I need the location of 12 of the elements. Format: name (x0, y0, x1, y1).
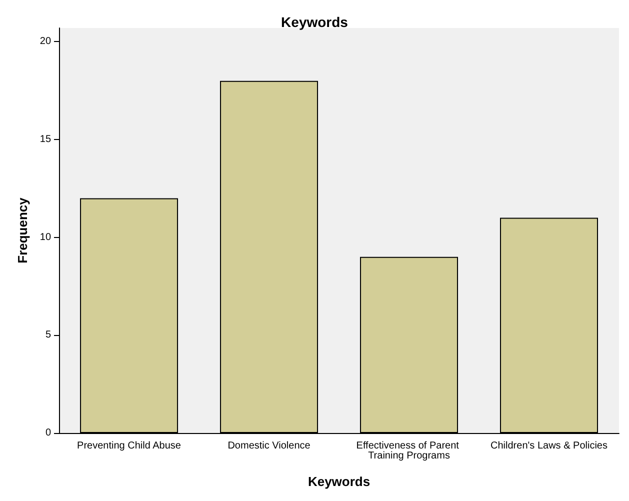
x-axis-title: Keywords (308, 474, 370, 489)
y-axis-title: Frequency (15, 196, 30, 264)
x-tick-label: Effectiveness of Parent Training Programs (356, 440, 462, 462)
y-tick-label: 5 (45, 330, 52, 341)
chart-title: Keywords (281, 14, 348, 30)
x-tick-label: Preventing Child Abuse (77, 440, 182, 452)
y-tick-label: 20 (40, 36, 52, 48)
y-tick-label: 10 (40, 232, 52, 243)
x-tick-label: Children's Laws & Policies (490, 440, 608, 452)
x-tick-label: Domestic Violence (228, 440, 311, 452)
y-tick-label: 15 (40, 134, 52, 146)
y-tick-label: 0 (45, 428, 52, 438)
